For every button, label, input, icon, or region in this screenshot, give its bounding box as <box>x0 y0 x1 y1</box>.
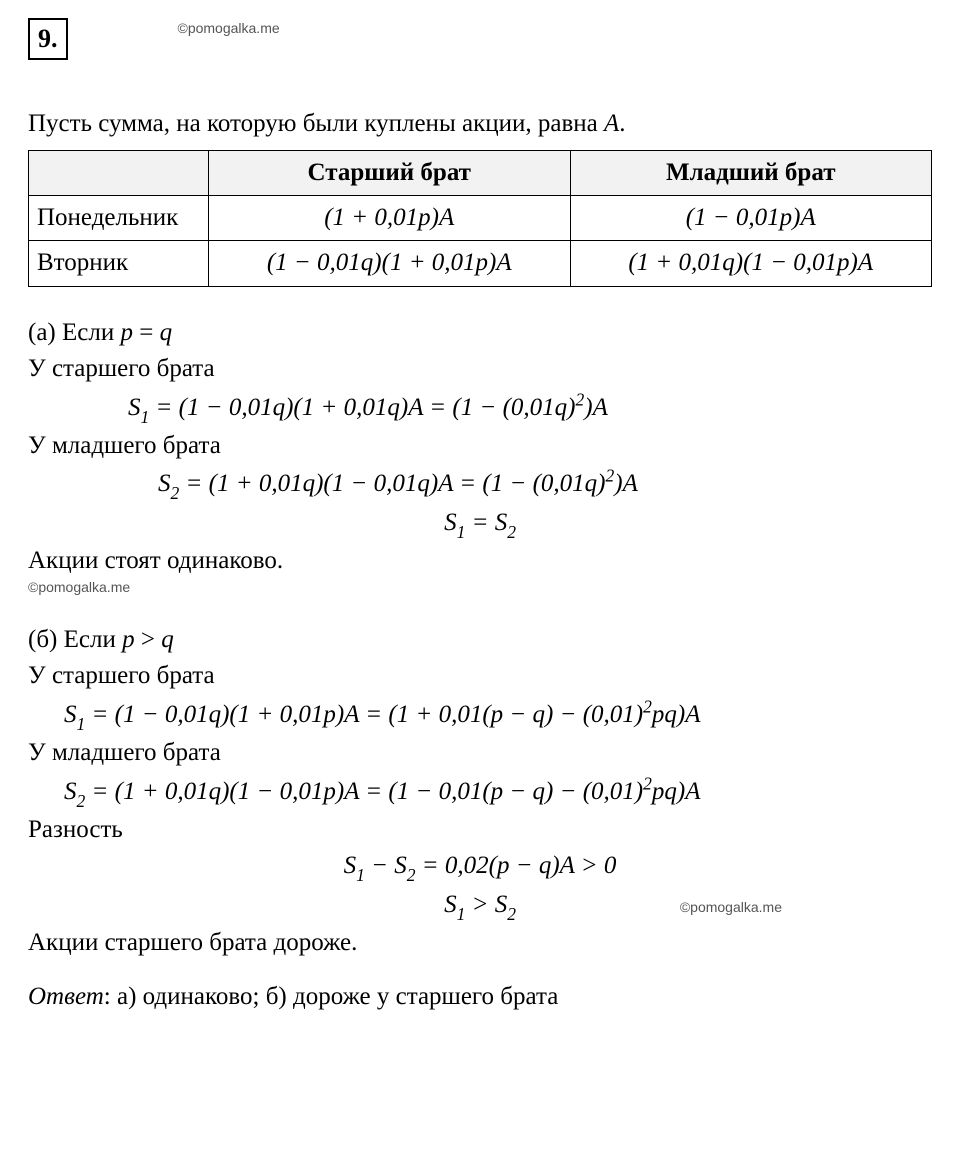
part-a-s2: S2 = (1 + 0,01q)(1 − 0,01q)A = (1 − (0,0… <box>28 464 932 505</box>
watermark-right: ©pomogalka.me <box>680 897 782 917</box>
part-b-inequality: S1 > S2 ©pomogalka.me <box>28 887 932 925</box>
table-row: Понедельник (1 + 0,01p)A (1 − 0,01p)A <box>29 196 932 241</box>
heading-span: (а) Если p = q <box>28 319 172 346</box>
part-a: (а) Если p = q У старшего брата S1 = (1 … <box>28 315 932 598</box>
col-older: Старший брат <box>209 150 571 195</box>
part-a-equality: S1 = S2 <box>28 505 932 543</box>
answer-text: : а) одинаково; б) дороже у старшего бра… <box>104 983 559 1010</box>
table-corner <box>29 150 209 195</box>
cell-text: (1 + 0,01p)A <box>324 204 454 231</box>
part-b-younger-label: У младшего брата <box>28 735 932 771</box>
answer-line: Ответ: а) одинаково; б) дороже у старшег… <box>28 979 932 1015</box>
table-header-row: Старший брат Младший брат <box>29 150 932 195</box>
cell-text: (1 − 0,01q)(1 + 0,01p)A <box>267 249 512 276</box>
col-younger: Младший брат <box>570 150 932 195</box>
intro-sentence: Пусть сумма, на которую были куплены акц… <box>28 106 932 142</box>
brothers-table: Старший брат Младший брат Понедельник (1… <box>28 150 932 287</box>
row-tuesday-older: (1 − 0,01q)(1 + 0,01p)A <box>209 241 571 286</box>
row-tuesday-younger: (1 + 0,01q)(1 − 0,01p)A <box>570 241 932 286</box>
part-a-s1: S1 = (1 − 0,01q)(1 + 0,01q)A = (1 − (0,0… <box>28 387 932 428</box>
part-b: (б) Если p > q У старшего брата S1 = (1 … <box>28 622 932 961</box>
answer-label: Ответ <box>28 983 104 1010</box>
table-row: Вторник (1 − 0,01q)(1 + 0,01p)A (1 + 0,0… <box>29 241 932 286</box>
heading-span: (б) Если p > q <box>28 626 174 653</box>
row-monday-label: Понедельник <box>29 196 209 241</box>
row-monday-younger: (1 − 0,01p)A <box>570 196 932 241</box>
part-a-conclusion: Акции стоят одинаково. <box>28 543 932 579</box>
part-b-older-label: У старшего брата <box>28 658 932 694</box>
problem-number: 9. <box>28 18 68 60</box>
cell-text: (1 − 0,01p)A <box>686 204 816 231</box>
part-b-conclusion: Акции старшего брата дороже. <box>28 925 932 961</box>
intro-var: A <box>604 110 619 137</box>
part-a-heading: (а) Если p = q <box>28 315 932 351</box>
part-b-heading: (б) Если p > q <box>28 622 932 658</box>
part-a-older-label: У старшего брата <box>28 351 932 387</box>
row-tuesday-label: Вторник <box>29 241 209 286</box>
watermark-top: ©pomogalka.me <box>178 18 280 38</box>
spacer <box>28 961 932 979</box>
spacer <box>28 598 932 616</box>
cell-text: (1 + 0,01q)(1 − 0,01p)A <box>628 249 873 276</box>
watermark-mid: ©pomogalka.me <box>28 577 932 597</box>
page: 9. ©pomogalka.me Пусть сумма, на которую… <box>0 0 960 1055</box>
part-b-s1: S1 = (1 − 0,01q)(1 + 0,01p)A = (1 + 0,01… <box>28 694 932 735</box>
part-b-s2: S2 = (1 + 0,01q)(1 − 0,01p)A = (1 − 0,01… <box>28 771 932 812</box>
intro-prefix: Пусть сумма, на которую были куплены акц… <box>28 110 604 137</box>
row-monday-older: (1 + 0,01p)A <box>209 196 571 241</box>
part-b-diff-label: Разность <box>28 812 932 848</box>
part-a-younger-label: У младшего брата <box>28 428 932 464</box>
header-row: 9. ©pomogalka.me <box>28 18 932 64</box>
part-b-diff: S1 − S2 = 0,02(p − q)A > 0 <box>28 848 932 886</box>
intro-suffix: . <box>619 110 625 137</box>
